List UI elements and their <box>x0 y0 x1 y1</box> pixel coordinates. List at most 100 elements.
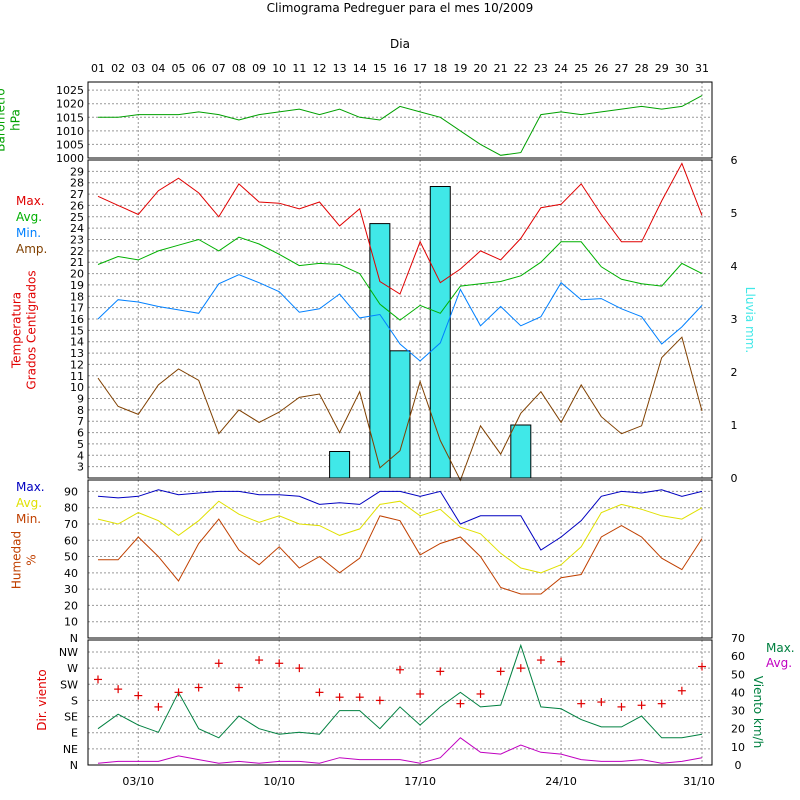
wind-legend-item: Max. <box>766 641 795 655</box>
day-label: 15 <box>373 62 387 75</box>
wind-direction-marker <box>456 699 465 708</box>
temperature-legend-item: Amp. <box>16 242 47 256</box>
humidity-tick: 90 <box>64 485 78 498</box>
bottom-date-label: 17/10 <box>404 775 436 788</box>
pressure-axis-label: Barometro hPa <box>0 88 23 151</box>
day-label: 11 <box>292 62 306 75</box>
day-label: 14 <box>353 62 367 75</box>
wind-direction-marker <box>496 667 505 676</box>
wind-direction-marker <box>416 689 425 698</box>
temperature-axis-label-line: Temperatura <box>10 292 24 369</box>
pressure-tick: 1010 <box>56 125 84 138</box>
humidity-min-line <box>98 515 703 595</box>
pressure-tick: 1020 <box>56 98 84 111</box>
humidity-axis-label: Humedad% <box>10 531 39 589</box>
day-label: 27 <box>614 62 628 75</box>
wind-speed-tick: 50 <box>731 668 745 681</box>
wind-speed-axis-label-text: Viento km/h <box>751 676 765 748</box>
temperature-tick: 26 <box>70 199 84 212</box>
wind-direction-tick: NW <box>59 646 78 659</box>
day-label: 07 <box>212 62 226 75</box>
pressure-axis-label-line: Barometro <box>0 88 8 151</box>
bottom-date-label: 24/10 <box>545 775 577 788</box>
temperature-tick: 20 <box>70 268 84 281</box>
rain-bars <box>329 186 532 479</box>
day-label: 25 <box>574 62 588 75</box>
rain-tick: 4 <box>731 260 738 273</box>
temperature-tick: 8 <box>77 404 84 417</box>
wind-direction-marker <box>577 699 586 708</box>
wind-direction-marker <box>396 665 404 674</box>
day-label: 18 <box>433 62 447 75</box>
day-label: 29 <box>655 62 669 75</box>
day-label: 01 <box>91 62 105 75</box>
humidity-tick: 20 <box>64 599 78 612</box>
humidity-tick: 80 <box>64 502 78 515</box>
wind-speed-tick: 60 <box>731 650 745 663</box>
temperature-tick: 17 <box>70 302 84 315</box>
tick-labels: 1000100510101015102010253456789101112131… <box>56 84 745 772</box>
wind-direction-marker <box>335 693 344 702</box>
day-label: 08 <box>232 62 246 75</box>
day-label: 13 <box>333 62 347 75</box>
temperature-tick: 29 <box>70 165 84 178</box>
wind-legend-item: Avg. <box>766 656 792 670</box>
bottom-date-labels: 03/10 10/10 17/10 24/10 31/10 <box>122 775 714 788</box>
temperature-tick: 24 <box>70 222 84 235</box>
wind-direction-marker <box>436 667 445 676</box>
wind-speed-tick: 40 <box>731 686 745 699</box>
temperature-tick: 3 <box>77 461 84 474</box>
day-label: 26 <box>594 62 608 75</box>
panel-frame <box>87 81 713 159</box>
wind-speed-axis-label: Viento km/h <box>751 676 765 748</box>
bottom-date-label: 10/10 <box>263 775 295 788</box>
temperature-tick: 7 <box>77 415 84 428</box>
humidity-tick: 70 <box>64 518 78 531</box>
pressure-tick: 1000 <box>56 152 84 165</box>
humidity-max-line <box>97 489 703 551</box>
wind-direction-marker <box>154 702 163 711</box>
wind-direction-tick: SE <box>64 711 78 724</box>
panel-frame <box>87 479 713 639</box>
temp-min-line <box>97 274 703 362</box>
temperature-tick: 19 <box>70 279 84 292</box>
temperature-tick: 25 <box>70 211 84 224</box>
wind-speed-tick: 10 <box>731 741 745 754</box>
wind-direction-marker <box>516 664 525 673</box>
rain-bar <box>429 186 451 479</box>
wind-direction-marker <box>94 675 102 684</box>
temperature-legend-item: Avg. <box>16 210 42 224</box>
temperature-tick: 6 <box>77 427 84 440</box>
panel-frame <box>87 639 713 766</box>
pressure-axis-label-line: hPa <box>9 109 23 131</box>
wind-direction-marker <box>677 686 686 695</box>
rain-tick: 6 <box>731 154 738 167</box>
wind-direction-marker <box>194 683 203 692</box>
wind-direction-marker <box>214 659 223 668</box>
day-labels: 01 02 03 04 05 06 07 08 09 10 11 12 13 14 15 16 17 18 19 20… <box>91 62 709 75</box>
rain-axis-label: Lluvia mm. <box>743 287 757 353</box>
day-label: 04 <box>151 62 165 75</box>
pressure-tick: 1025 <box>56 84 84 97</box>
grid-lines <box>88 82 712 766</box>
wind-direction-marker <box>134 691 143 700</box>
day-label: 31 <box>695 62 709 75</box>
temperature-tick: 9 <box>77 393 84 406</box>
panel-frame <box>87 159 713 479</box>
temperature-tick: 12 <box>70 358 84 371</box>
wind-direction-marker <box>295 664 304 673</box>
series-lines <box>97 95 703 764</box>
wind-direction-axis-label-line: Dir. viento <box>35 669 49 731</box>
temperature-tick: 27 <box>70 188 84 201</box>
temperature-tick: 18 <box>70 290 84 303</box>
wind-direction-marker <box>597 698 606 707</box>
top-axis-label: Dia <box>390 37 410 51</box>
wind-direction-marker <box>617 702 626 711</box>
day-label: 30 <box>675 62 689 75</box>
temp-max-line <box>97 162 703 295</box>
temperature-tick: 4 <box>77 449 84 462</box>
pressure-tick: 1005 <box>56 138 84 151</box>
temperature-tick: 16 <box>70 313 84 326</box>
wind-direction-tick: E <box>71 727 78 740</box>
